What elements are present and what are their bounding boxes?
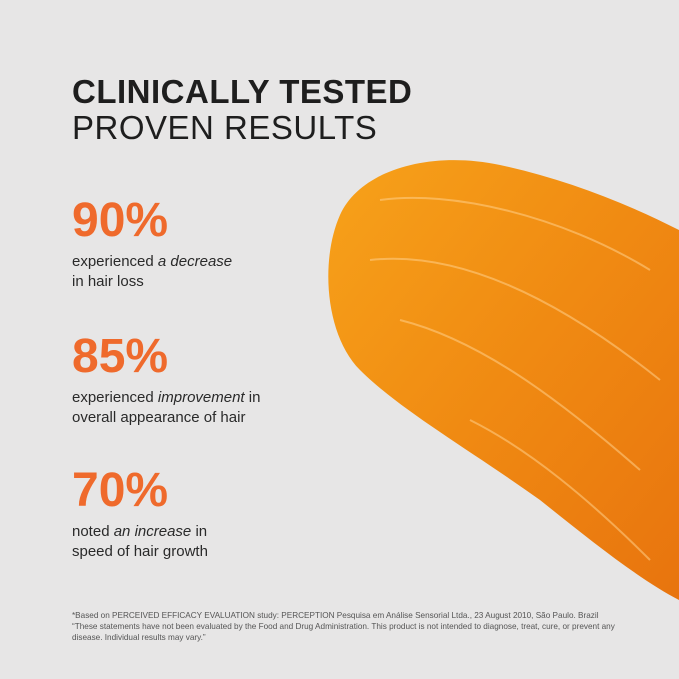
stat-value: 90% <box>72 194 169 247</box>
headline-line1: CLINICALLY TESTED <box>72 73 413 110</box>
stat-description: experienced a decrease in hair loss <box>72 252 232 292</box>
desc-emphasis: an increase <box>113 523 192 540</box>
headline: CLINICALLY TESTED PROVEN RESULTS <box>72 74 412 146</box>
stat-growth: 70% noted an increase in speed of hair gr… <box>72 466 208 562</box>
desc-line2: in hair loss <box>72 273 144 290</box>
desc-text: in <box>191 523 208 540</box>
desc-text: in <box>244 389 261 406</box>
desc-text: experienced <box>72 389 158 406</box>
desc-line2: speed of hair growth <box>72 543 208 560</box>
footnote: *Based on PERCEIVED EFFICACY EVALUATION … <box>72 610 632 643</box>
desc-emphasis: a decrease <box>157 253 233 270</box>
stat-description: noted an increase in speed of hair growth <box>72 522 208 562</box>
headline-line2: PROVEN RESULTS <box>72 109 378 146</box>
desc-emphasis: improvement <box>157 389 245 406</box>
desc-line2: overall appearance of hair <box>72 409 246 426</box>
stat-appearance: 85% experienced improvement in overall ap… <box>72 332 260 428</box>
desc-text: noted <box>72 523 114 540</box>
stat-hair-loss: 90% experienced a decrease in hair loss <box>72 196 232 292</box>
stat-description: experienced improvement in overall appear… <box>72 388 260 428</box>
footnote-study: *Based on PERCEIVED EFFICACY EVALUATION … <box>72 611 599 620</box>
desc-text: experienced <box>72 253 158 270</box>
footnote-disclaimer: “These statements have not been evaluate… <box>72 622 615 642</box>
stat-value: 85% <box>72 330 169 383</box>
stat-value: 70% <box>72 464 169 517</box>
